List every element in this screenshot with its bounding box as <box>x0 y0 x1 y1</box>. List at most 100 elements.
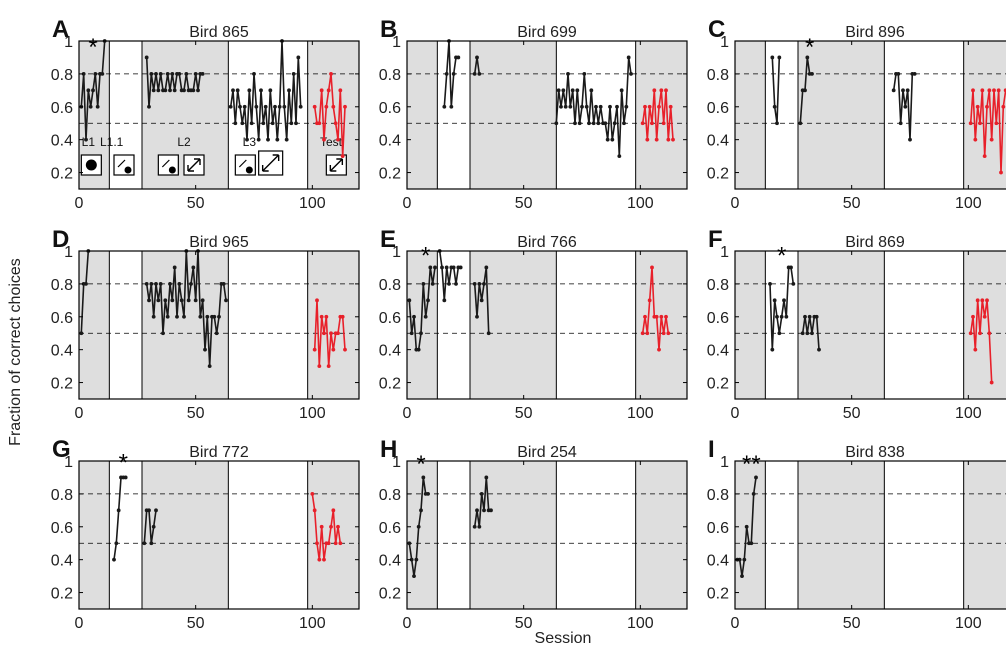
data-point <box>409 557 414 562</box>
data-point <box>336 331 340 336</box>
data-point <box>238 104 242 109</box>
data-point <box>419 508 423 513</box>
data-point <box>331 104 336 109</box>
data-point <box>198 314 203 319</box>
data-point <box>331 347 336 352</box>
data-point <box>901 88 905 93</box>
axes-frame <box>734 460 1006 610</box>
y-tick-label: 0.4 <box>379 343 401 360</box>
data-point <box>594 104 598 109</box>
data-point <box>603 121 608 126</box>
data-point <box>416 347 421 352</box>
test-series-line <box>969 90 1006 173</box>
data-point <box>807 314 812 319</box>
training-series-line <box>113 476 126 560</box>
panel-C: * 0.2 0.4 0.6 0.8 1 0 50 100 Bird 896 C <box>707 16 1006 212</box>
data-point <box>310 491 315 496</box>
data-point <box>784 314 789 319</box>
data-point <box>971 88 975 93</box>
data-point <box>440 265 444 270</box>
data-point <box>273 104 277 109</box>
data-point <box>987 331 992 336</box>
y-tick-label: 0.2 <box>707 586 729 603</box>
data-point <box>91 88 95 93</box>
data-point <box>172 265 177 270</box>
data-point <box>742 557 747 562</box>
data-point <box>112 557 116 562</box>
data-point <box>184 71 189 76</box>
data-point <box>458 265 463 270</box>
data-point <box>645 137 650 142</box>
data-point <box>442 104 447 109</box>
panel-F: * 0.2 0.4 0.6 0.8 1 0 50 100 Bird 869 F <box>707 226 1006 422</box>
x-tick-label: 0 <box>403 405 412 422</box>
y-tick-label: 1 <box>720 454 729 471</box>
y-tick-label: 0.2 <box>51 586 73 603</box>
phase-shade <box>307 461 359 609</box>
data-point <box>336 524 340 529</box>
data-point <box>666 331 671 336</box>
data-point <box>165 314 170 319</box>
data-point <box>905 88 910 93</box>
phase-shade <box>735 41 766 189</box>
y-tick-label: 0.8 <box>379 487 401 504</box>
data-point <box>891 88 896 93</box>
phase-shade <box>963 461 1006 609</box>
y-tick-label: 0.2 <box>51 166 73 183</box>
data-point <box>770 55 775 60</box>
panel-H: * 0.2 0.4 0.6 0.8 1 0 50 100 Bird 254 H <box>379 436 688 632</box>
data-point <box>409 331 414 336</box>
data-point <box>624 104 629 109</box>
significance-star: * <box>88 34 97 61</box>
icon-box <box>113 154 135 176</box>
data-point <box>343 104 347 109</box>
x-tick-label: 0 <box>731 615 740 632</box>
data-point <box>622 121 626 126</box>
data-point <box>989 380 994 385</box>
data-point <box>896 71 901 76</box>
data-point <box>147 508 151 513</box>
data-point <box>775 121 779 126</box>
data-point <box>426 298 430 303</box>
data-point <box>444 265 449 270</box>
data-point <box>433 265 437 270</box>
data-point <box>664 88 668 93</box>
data-point <box>214 331 219 336</box>
data-point <box>566 71 570 76</box>
data-point <box>668 104 673 109</box>
data-point <box>324 104 329 109</box>
panel-G: * 0.2 0.4 0.6 0.8 1 0 50 100 Bird 772 G <box>51 436 360 632</box>
y-tick-label: 0.2 <box>707 376 729 393</box>
data-point <box>817 347 821 352</box>
data-point <box>196 88 200 93</box>
axes-frame <box>734 40 1006 190</box>
data-point <box>163 88 168 93</box>
data-point <box>172 88 177 93</box>
icon-box <box>234 154 256 176</box>
data-point <box>584 104 589 109</box>
x-tick-label: 50 <box>515 195 533 212</box>
x-tick-label: 100 <box>299 615 326 632</box>
significance-star: * <box>119 449 128 476</box>
data-point <box>472 71 477 76</box>
data-point <box>291 71 296 76</box>
data-point <box>999 170 1003 175</box>
data-point <box>575 88 580 93</box>
phase-shade <box>142 461 229 609</box>
axes-frame <box>78 250 360 400</box>
y-tick-label: 0.6 <box>379 520 401 537</box>
data-point <box>629 71 633 76</box>
y-tick-label: 0.2 <box>379 586 401 603</box>
x-tick-label: 50 <box>187 615 205 632</box>
data-point <box>982 314 987 319</box>
data-point <box>312 347 317 352</box>
data-point <box>982 154 987 159</box>
x-tick-label: 100 <box>627 195 654 212</box>
y-tick-label: 0.8 <box>707 67 729 84</box>
y-tick-label: 1 <box>64 244 73 261</box>
data-point <box>770 347 775 352</box>
data-point <box>249 121 254 126</box>
data-point <box>610 137 615 142</box>
data-point <box>744 524 749 529</box>
data-point <box>671 137 675 142</box>
